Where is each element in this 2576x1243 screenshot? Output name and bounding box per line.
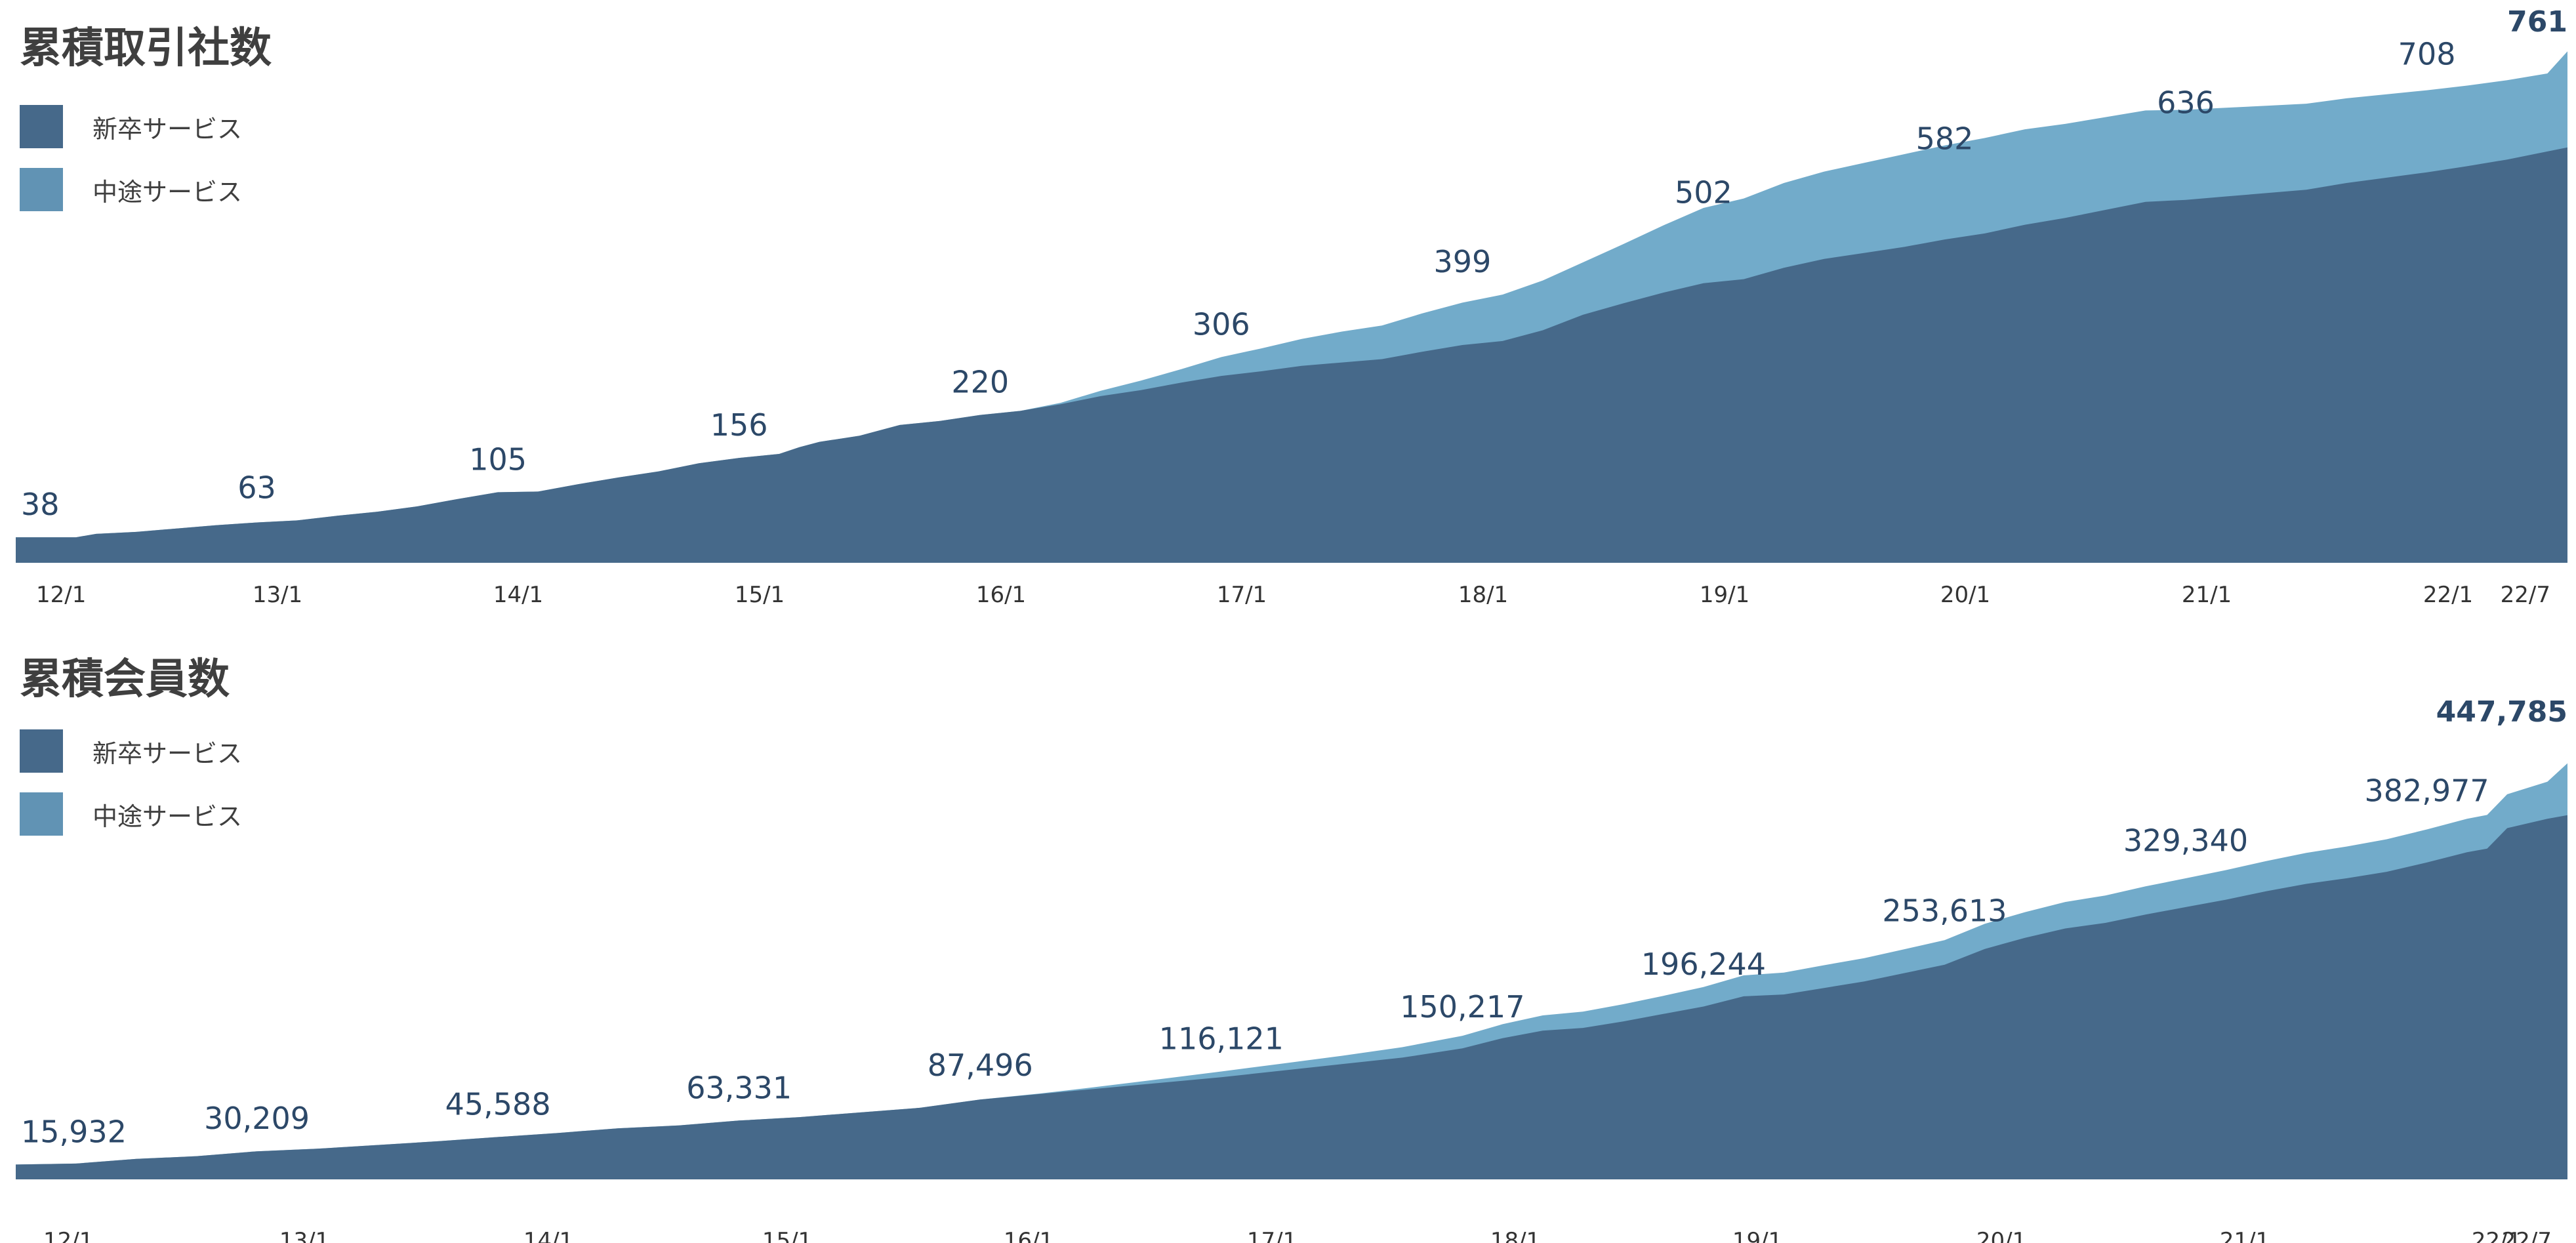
data-label: 253,613 — [1882, 893, 2007, 929]
x-tick-label: 21/1 — [2220, 1228, 2270, 1243]
legend-label-chuto: 中途サービス — [92, 802, 243, 831]
x-tick-label: 14/1 — [523, 1228, 573, 1243]
x-tick-label: 22/1 — [2423, 582, 2473, 608]
data-label: 582 — [1916, 121, 1974, 157]
plot-area: 38 63 105 156 220 306 399 502 582 636 708 761 12/1 13… — [16, 5, 2567, 608]
data-label: 502 — [1675, 175, 1732, 211]
data-label: 63,331 — [686, 1070, 792, 1105]
legend: 新卒サービス 中途サービス — [20, 105, 242, 231]
data-label: 15,932 — [21, 1114, 127, 1149]
legend-item-chuto: 中途サービス — [20, 168, 242, 211]
x-tick-label: 14/1 — [493, 582, 543, 608]
legend-item-shinsotsu: 新卒サービス — [20, 105, 242, 148]
data-label: 708 — [2398, 37, 2456, 72]
data-label: 220 — [951, 365, 1009, 400]
legend-item-shinsotsu: 新卒サービス — [20, 729, 242, 773]
data-label: 399 — [1433, 244, 1491, 279]
x-tick-label: 16/1 — [976, 582, 1026, 608]
data-label: 87,496 — [928, 1048, 1033, 1083]
area-shinsotsu — [16, 815, 2567, 1179]
x-tick-label: 22/7 — [2502, 1228, 2552, 1243]
data-label: 105 — [469, 441, 527, 477]
x-tick-label: 18/1 — [1490, 1228, 1540, 1243]
data-label: 761 — [2507, 5, 2567, 39]
data-label: 63 — [237, 470, 276, 505]
x-tick-label: 15/1 — [762, 1228, 812, 1243]
data-label: 329,340 — [2123, 823, 2248, 858]
x-tick-label: 22/7 — [2501, 582, 2550, 608]
data-label: 30,209 — [204, 1101, 310, 1136]
chart-title: 累積会員数 — [20, 655, 230, 704]
legend-swatch-shinsotsu — [20, 729, 63, 773]
legend-swatch-chuto — [20, 792, 63, 836]
legend-label-shinsotsu: 新卒サービス — [92, 114, 243, 144]
x-tick-label: 20/1 — [1940, 582, 1990, 608]
data-label: 38 — [21, 487, 60, 522]
data-label: 447,785 — [2436, 695, 2567, 729]
x-tick-label: 15/1 — [735, 582, 785, 608]
x-tick-label: 17/1 — [1247, 1228, 1297, 1243]
legend-item-chuto: 中途サービス — [20, 792, 242, 836]
legend-swatch-shinsotsu — [20, 105, 63, 148]
data-label: 196,244 — [1641, 947, 1766, 982]
x-tick-label: 17/1 — [1217, 582, 1267, 608]
data-label: 116,121 — [1159, 1021, 1284, 1056]
x-tick-label: 20/1 — [1976, 1228, 2026, 1243]
x-tick-label: 21/1 — [2182, 582, 2232, 608]
legend-label-chuto: 中途サービス — [92, 177, 243, 207]
chart-members: 累積会員数 新卒サービス 中途サービス 15,932 30,209 45,588 63… — [0, 622, 2576, 1243]
plot-area: 15,932 30,209 45,588 63,331 87,496 116,121 150… — [16, 695, 2567, 1243]
data-label: 636 — [2157, 85, 2215, 120]
x-tick-label: 19/1 — [1732, 1228, 1782, 1243]
legend-label-shinsotsu: 新卒サービス — [92, 739, 243, 768]
x-tick-label: 12/1 — [43, 1228, 93, 1243]
x-tick-label: 22/1 — [2472, 1228, 2522, 1243]
x-tick-label: 16/1 — [1004, 1228, 1053, 1243]
data-label: 156 — [710, 407, 768, 443]
x-tick-label: 12/1 — [36, 582, 86, 608]
x-tick-label: 13/1 — [279, 1228, 329, 1243]
data-label: 382,977 — [2364, 773, 2489, 808]
x-tick-label: 13/1 — [253, 582, 302, 608]
area-shinsotsu — [16, 147, 2567, 563]
legend: 新卒サービス 中途サービス — [20, 729, 242, 855]
chart-companies: 累積取引社数 新卒サービス 中途サービス 38 63 105 156 220 306 399… — [0, 0, 2576, 621]
data-label: 150,217 — [1400, 989, 1524, 1025]
x-tick-label: 18/1 — [1458, 582, 1508, 608]
legend-swatch-chuto — [20, 168, 63, 211]
data-label: 45,588 — [445, 1086, 551, 1122]
data-label: 306 — [1193, 306, 1250, 342]
x-tick-label: 19/1 — [1700, 582, 1749, 608]
chart-title: 累積取引社数 — [20, 24, 272, 73]
